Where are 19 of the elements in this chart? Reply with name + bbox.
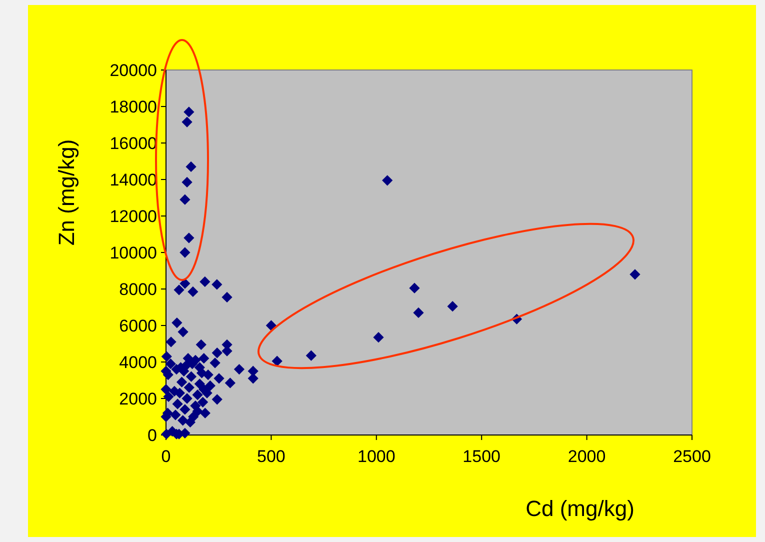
y-tick-label: 18000: [110, 97, 157, 116]
x-tick-label: 0: [161, 447, 171, 466]
y-tick-label: 0: [148, 426, 157, 445]
y-tick-label: 8000: [119, 280, 157, 299]
y-axis-title: Zn (mg/kg): [54, 139, 79, 246]
x-tick-label: 1500: [462, 447, 501, 466]
y-tick-label: 20000: [110, 60, 157, 80]
y-tick-label: 2000: [119, 389, 157, 408]
x-tick-label: 2000: [568, 447, 606, 466]
y-tick-label: 10000: [110, 243, 157, 262]
y-tick-label: 6000: [119, 316, 157, 336]
y-tick-label: 16000: [110, 134, 157, 153]
x-axis-title: Cd (mg/kg): [526, 496, 634, 521]
x-tick-label: 500: [257, 447, 286, 466]
y-tick-label: 4000: [119, 352, 157, 372]
x-tick-label: 2500: [673, 447, 711, 466]
x-tick-label: 1000: [357, 447, 396, 466]
y-tick-label: 14000: [110, 170, 157, 190]
y-tick-label: 12000: [110, 206, 157, 226]
